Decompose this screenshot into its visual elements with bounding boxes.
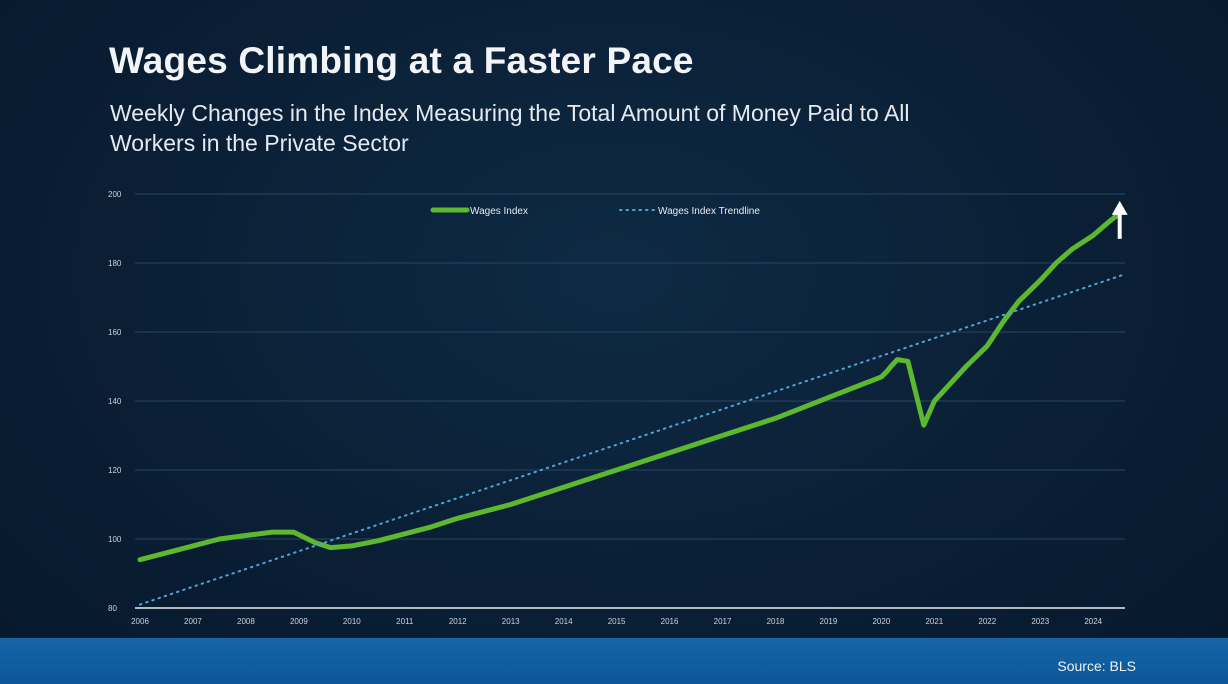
wages-trendline (139, 274, 1124, 606)
y-tick-label: 140 (108, 397, 122, 406)
x-tick-label: 2021 (925, 617, 943, 626)
y-tick-label: 160 (108, 328, 122, 337)
legend-label-trendline: Wages Index Trendline (658, 206, 760, 217)
y-tick-label: 120 (108, 466, 122, 475)
x-tick-label: 2007 (184, 617, 202, 626)
chart-grid (135, 193, 1125, 609)
x-tick-label: 2017 (714, 617, 732, 626)
x-tick-label: 2010 (343, 617, 361, 626)
x-tick-label: 2020 (872, 617, 890, 626)
x-tick-label: 2013 (502, 617, 520, 626)
x-tick-label: 2011 (396, 617, 414, 626)
chart-annotations (1111, 200, 1128, 239)
x-tick-label: 2022 (978, 617, 996, 626)
page-title: Wages Climbing at a Faster Pace (109, 40, 694, 81)
x-tick-label: 2023 (1031, 617, 1049, 626)
y-tick-label: 200 (108, 190, 122, 199)
y-tick-label: 180 (108, 259, 122, 268)
x-tick-label: 2014 (555, 617, 573, 626)
chart-series (137, 208, 1125, 606)
x-tick-label: 2016 (661, 617, 679, 626)
y-tick-label: 80 (108, 604, 117, 613)
x-tick-label: 2006 (131, 617, 149, 626)
x-tick-label: 2012 (449, 617, 467, 626)
up-arrow-head (1111, 200, 1128, 215)
y-axis-ticks: 80 100 120 140 160 180 200 (108, 190, 122, 613)
x-axis-ticks: 2006 2007 2008 2009 2010 2011 2012 2013 2014 2015… (131, 617, 1103, 626)
y-tick-label: 100 (108, 535, 122, 544)
chart-legend: Wages Index Wages Index Trendline (430, 206, 760, 217)
x-tick-label: 2015 (608, 617, 626, 626)
page-subtitle: Weekly Changes in the Index Measuring th… (110, 100, 910, 156)
x-tick-label: 2019 (820, 617, 838, 626)
x-tick-label: 2018 (767, 617, 785, 626)
legend-label-wages-index: Wages Index (470, 206, 528, 217)
wages-index-line (137, 208, 1125, 563)
x-tick-label: 2024 (1084, 617, 1102, 626)
x-tick-label: 2009 (290, 617, 308, 626)
up-arrow-icon (1111, 200, 1128, 239)
source-label: Source: BLS (1057, 658, 1136, 674)
footer-bar: Source: BLS (0, 638, 1228, 684)
x-tick-label: 2008 (237, 617, 255, 626)
